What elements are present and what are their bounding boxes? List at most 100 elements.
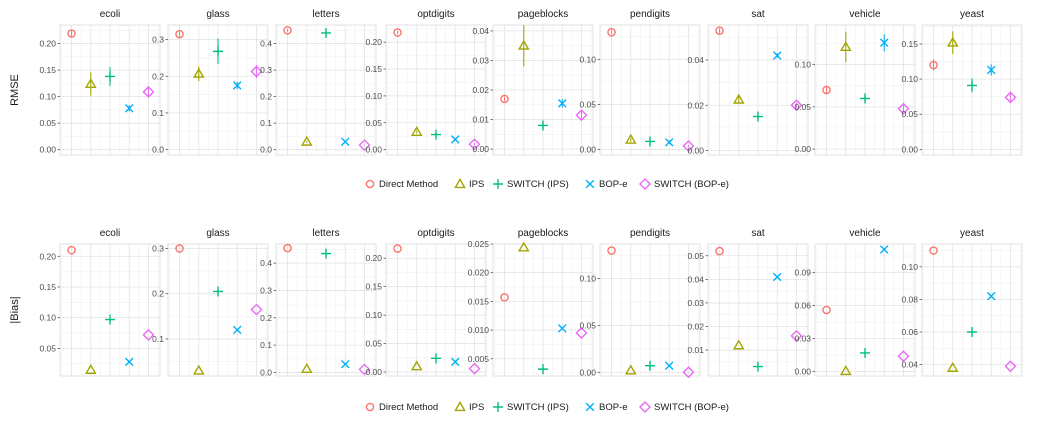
data-point-ips [84,363,97,374]
y-tick-label: 0.2 [152,71,164,81]
legend-key [454,177,466,189]
data-point-direct-method [175,244,184,253]
data-point-switch-ips [213,46,223,57]
data-point-bop-e [232,81,242,90]
y-tick-label: 0.0 [152,145,164,155]
data-point-bop-e [879,245,889,254]
data-point-direct-method [67,245,76,255]
data-point-bop-e [340,137,350,147]
data-point-switch-bop-e [682,139,695,152]
panel-strip [60,5,160,22]
y-tick-label: 0.02 [687,322,704,332]
panel-strip [708,224,808,241]
panel-strip [815,5,915,22]
y-tick-label: 0.20 [365,253,382,263]
y-tick-label: 0.09 [794,268,811,278]
legend-label: BOP-e [599,179,628,190]
y-tick-label: 0.02 [472,85,489,95]
y-tick-label: 0.010 [468,325,490,335]
panel-strip [386,224,486,241]
data-point-bop-e [664,361,674,370]
legend-key [365,402,375,412]
panel-title: pendigits [630,228,670,239]
panel-title: pageblocks [518,9,569,20]
panel-title: ecoli [100,228,121,239]
legend-key [585,179,595,189]
chart-row-rmse: RMSE ecoli 0.00 0.05 0.10 0.15 0.20 glass 0.0 0.1… [9,5,1023,190]
legend-key [639,178,651,190]
panel-title: yeast [960,9,984,20]
data-point-switch-bop-e [897,350,910,363]
data-point-direct-method [283,243,292,253]
panel-ecoli: ecoli 0.05 0.10 0.15 0.20 [39,224,161,377]
data-point-ips [946,361,959,372]
y-tick-label: 0.05 [579,99,596,109]
y-axis-label: RMSE [9,74,21,106]
data-point-switch-bop-e [468,138,481,151]
panel-sat: sat 0.00 0.02 0.04 [687,5,809,155]
data-point-switch-ips [967,80,977,91]
panel-title: sat [751,9,765,20]
y-tick-label: 0.00 [39,145,56,155]
data-point-switch-bop-e [1004,360,1017,373]
y-tick-label: 0.1 [152,108,164,118]
y-tick-label: 0.20 [365,37,382,47]
panel-yeast: yeast 0.00 0.05 0.10 0.15 [901,5,1023,156]
y-tick-label: 0.05 [794,102,811,112]
y-tick-label: 0.05 [687,251,704,261]
data-point-direct-method [393,28,402,37]
panel-pendigits: pendigits 0.00 0.05 0.10 [579,5,701,156]
data-point-switch-bop-e [358,363,371,376]
data-point-direct-method [283,26,292,35]
data-point-bop-e [124,104,134,113]
y-tick-label: 0.15 [901,39,918,49]
panel-pageblocks: pageblocks 0.005 0.010 0.015 0.020 0.025 [468,224,594,377]
y-tick-label: 0.3 [260,65,272,75]
y-tick-label: 0.00 [687,145,704,155]
y-tick-label: 0.04 [687,55,704,65]
data-point-bop-e [986,291,996,301]
y-tick-label: 0.01 [687,345,704,355]
legend-item: SWITCH (BOP-e) [639,178,729,190]
legend-item: IPS [454,400,484,413]
data-point-switch-ips [213,286,223,297]
legend-label: SWITCH (BOP-e) [654,402,729,413]
panel-title: glass [206,9,229,20]
data-point-bop-e [664,138,674,147]
data-point-switch-ips [645,360,655,371]
y-tick-label: 0.0 [260,145,272,155]
legend-label: SWITCH (IPS) [507,402,569,413]
panel-strip [168,5,268,22]
panel-strip [276,5,376,22]
data-point-switch-ips [860,347,870,358]
panel-glass: glass 0.1 0.2 0.3 [152,224,269,377]
legend-key [639,401,651,413]
y-tick-label: 0.05 [39,118,56,128]
data-point-switch-bop-e [1004,91,1017,104]
legend-item: Direct Method [365,402,438,413]
y-tick-label: 0.4 [260,39,272,49]
panel-title: vehicle [849,9,881,20]
panel-title: letters [312,9,339,20]
data-point-ips [946,36,959,47]
legend-item: SWITCH (IPS) [493,179,569,190]
panel-strip [168,224,268,241]
y-tick-label: 0.10 [901,74,918,84]
y-tick-label: 0.00 [579,145,596,155]
data-point-switch-bop-e [142,85,155,98]
legend-item: SWITCH (BOP-e) [639,401,729,413]
panel-sat: sat 0.01 0.02 0.03 0.04 0.05 [687,224,809,377]
panel-strip [708,5,808,22]
y-tick-label: 0.020 [468,268,490,278]
y-tick-label: 0.2 [260,313,272,323]
y-axis-label: |Bias| [9,296,21,323]
data-point-switch-bop-e [790,329,803,342]
legend-key [493,402,503,412]
data-point-switch-ips [105,71,115,82]
y-tick-label: 0.00 [365,367,382,377]
data-point-bop-e [772,51,782,60]
data-point-bop-e [879,38,889,48]
y-tick-label: 0.03 [794,334,811,344]
data-point-direct-method [175,29,184,39]
